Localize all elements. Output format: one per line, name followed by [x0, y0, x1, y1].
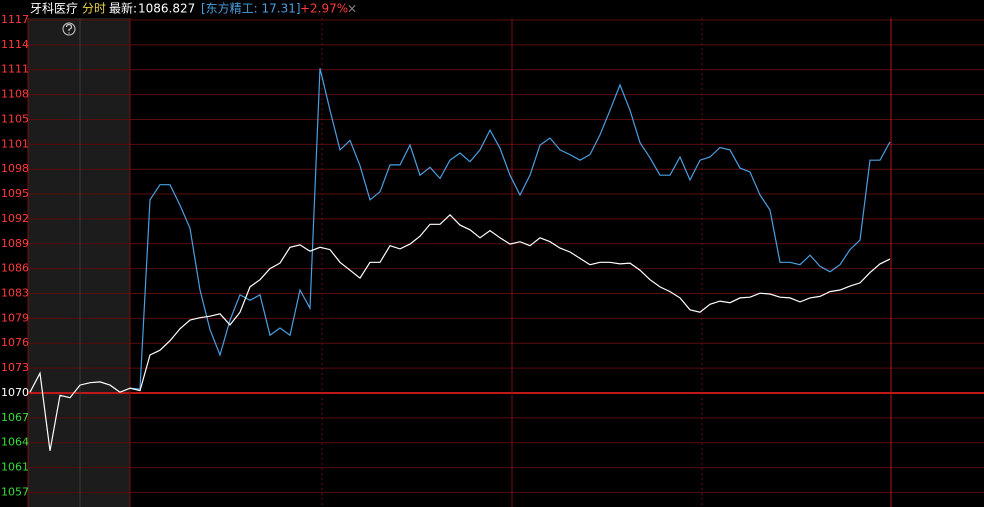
y-tick-label: 1105 [1, 112, 29, 125]
y-tick-label: 1079 [1, 311, 29, 324]
close-button[interactable]: × [347, 2, 357, 16]
y-tick-label: 1057 [1, 485, 29, 498]
latest-label: 最新: [109, 1, 137, 16]
y-tick-label: 1101 [1, 137, 29, 150]
y-tick-label: 1073 [1, 361, 29, 374]
series-line [129, 68, 891, 390]
y-tick-label: 1092 [1, 212, 29, 225]
y-tick-label: 1086 [1, 262, 29, 275]
y-tick-label: 1111 [1, 63, 29, 76]
y-tick-label: 1098 [1, 162, 29, 175]
help-icon-glyph [65, 23, 73, 34]
y-tick-label: 1095 [1, 187, 29, 200]
y-tick-label: 1117 [1, 13, 29, 26]
y-tick-label: 1070 [1, 386, 29, 399]
compare-change: +2.97% [300, 2, 348, 16]
latest-value: 1086.827 [138, 2, 195, 16]
compare-label: [东方精工: 17.31] [201, 1, 301, 16]
grid [28, 19, 984, 493]
mode: 分时 [82, 2, 106, 16]
help-icon[interactable] [62, 22, 76, 36]
y-tick-label: 1114 [1, 38, 29, 51]
title: 牙科医疗 [30, 2, 78, 16]
y-tick-label: 1083 [1, 287, 29, 300]
y-tick-label: 1067 [1, 411, 29, 424]
y-tick-label: 1064 [1, 436, 29, 449]
y-tick-label: 1089 [1, 237, 29, 250]
pre-open-shade [28, 18, 130, 507]
series-line [29, 213, 891, 451]
y-tick-label: 1061 [1, 461, 29, 474]
y-tick-label: 1108 [1, 88, 29, 101]
y-tick-label: 1076 [1, 336, 29, 349]
